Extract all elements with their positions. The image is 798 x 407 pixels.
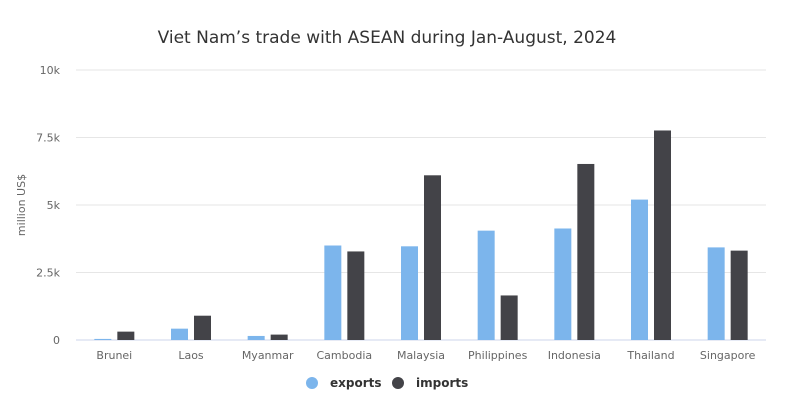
chart-title: Viet Nam’s trade with ASEAN during Jan-A… (158, 28, 617, 48)
x-tick-label: Indonesia (548, 349, 601, 362)
bar-exports-singapore[interactable] (707, 247, 725, 340)
bar-imports-indonesia[interactable] (577, 163, 595, 340)
x-axis-ticks: Brunei Laos Myanmar Cambodia Malaysia Philipp… (96, 349, 755, 362)
y-tick-label: 7.5k (36, 132, 60, 145)
legend-marker (306, 377, 318, 389)
bar-exports-indonesia[interactable] (554, 228, 572, 340)
x-tick-label: Cambodia (317, 349, 373, 362)
bar-imports-philippines[interactable] (500, 295, 518, 340)
bar-exports-myanmar[interactable] (247, 335, 265, 340)
y-axis-label: million US$ (15, 174, 28, 236)
gridlines (76, 69, 766, 341)
bar-exports-laos[interactable] (171, 328, 188, 340)
x-tick-label: Myanmar (242, 349, 294, 362)
y-axis-ticks: 0 2.5k 5k 7.5k 10k (36, 64, 60, 347)
y-tick-label: 0 (53, 334, 60, 347)
x-tick-label: Philippines (468, 349, 528, 362)
x-tick-label: Thailand (626, 349, 674, 362)
x-tick-label: Singapore (700, 349, 756, 362)
bar-imports-malaysia[interactable] (424, 175, 441, 340)
x-tick-label: Laos (178, 349, 204, 362)
bar-imports-myanmar[interactable] (270, 334, 288, 340)
x-tick-label: Brunei (96, 349, 132, 362)
bar-exports-brunei[interactable] (94, 338, 112, 340)
bar-exports-thailand[interactable] (631, 199, 648, 340)
legend[interactable]: exports imports (306, 376, 468, 390)
legend-marker (392, 377, 404, 389)
bar-imports-singapore[interactable] (730, 250, 748, 340)
y-tick-label: 10k (40, 64, 61, 77)
bar-imports-cambodia[interactable] (347, 251, 365, 340)
bar-exports-malaysia[interactable] (401, 246, 418, 340)
legend-label: imports (416, 376, 468, 390)
y-tick-label: 2.5k (36, 267, 60, 280)
bar-exports-cambodia[interactable] (324, 245, 342, 341)
bar-imports-brunei[interactable] (117, 331, 135, 340)
bar-exports-philippines[interactable] (477, 230, 495, 340)
legend-item-imports[interactable]: imports (392, 376, 468, 390)
legend-item-exports[interactable]: exports (306, 376, 382, 390)
bars (94, 130, 748, 341)
bar-imports-laos[interactable] (194, 315, 211, 340)
x-tick-label: Malaysia (397, 349, 445, 362)
bar-imports-thailand[interactable] (654, 130, 671, 340)
legend-label: exports (330, 376, 382, 390)
y-tick-label: 5k (47, 199, 61, 212)
